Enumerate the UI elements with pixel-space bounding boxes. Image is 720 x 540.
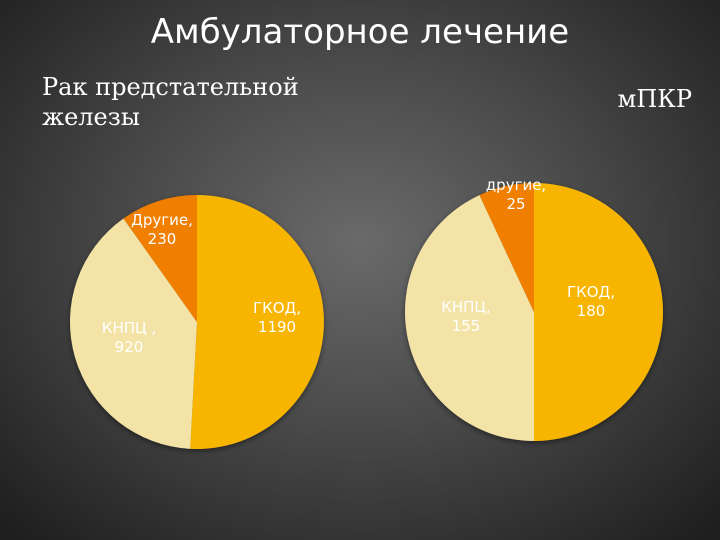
- slice-label-name: КНПЦ,: [441, 298, 491, 316]
- slice-label-value: 180: [577, 302, 606, 320]
- slice-label-name: Другие,: [131, 211, 193, 229]
- pie-slice-другие: [479, 183, 534, 312]
- slice-label-name: КНПЦ ,: [102, 319, 156, 337]
- slice-label-value: 1190: [258, 318, 296, 336]
- slice-label: другие, 25: [486, 176, 546, 213]
- slice-label: ГКОД, 180: [567, 283, 615, 320]
- pie-slice-гкод: [534, 183, 663, 441]
- slice-label-name: ГКОД,: [567, 283, 615, 301]
- slide-title: Амбулаторное лечение: [150, 12, 570, 52]
- pie-chart-mpkr: [405, 183, 663, 441]
- slice-label: КНПЦ , 920: [102, 319, 156, 356]
- slice-label: КНПЦ, 155: [441, 298, 491, 335]
- pie-slice-другие: [123, 195, 197, 322]
- pie-slice-кнпц: [69, 218, 197, 449]
- pie-slice-гкод: [190, 195, 324, 449]
- slice-label-name: ГКОД,: [253, 299, 301, 317]
- chart-title-left: Рак предстательной железы: [42, 73, 299, 131]
- slice-label-value: 920: [115, 338, 144, 356]
- slice-label: ГКОД, 1190: [253, 299, 301, 336]
- slice-label: Другие, 230: [131, 211, 193, 248]
- slice-label-value: 155: [452, 317, 481, 335]
- pie-chart-prostate: [69, 195, 324, 449]
- pie-slice-кнпц: [405, 195, 534, 441]
- slice-label-value: 230: [148, 230, 177, 248]
- pie-labels-prostate: ГКОД, 1190 КНПЦ , 920 Другие, 230: [102, 211, 301, 356]
- slice-label-name: другие,: [486, 176, 546, 194]
- chart-title-right: мПКР: [617, 85, 692, 113]
- pie-labels-mpkr: ГКОД, 180 КНПЦ, 155 другие, 25: [441, 176, 615, 335]
- slice-label-value: 25: [506, 195, 525, 213]
